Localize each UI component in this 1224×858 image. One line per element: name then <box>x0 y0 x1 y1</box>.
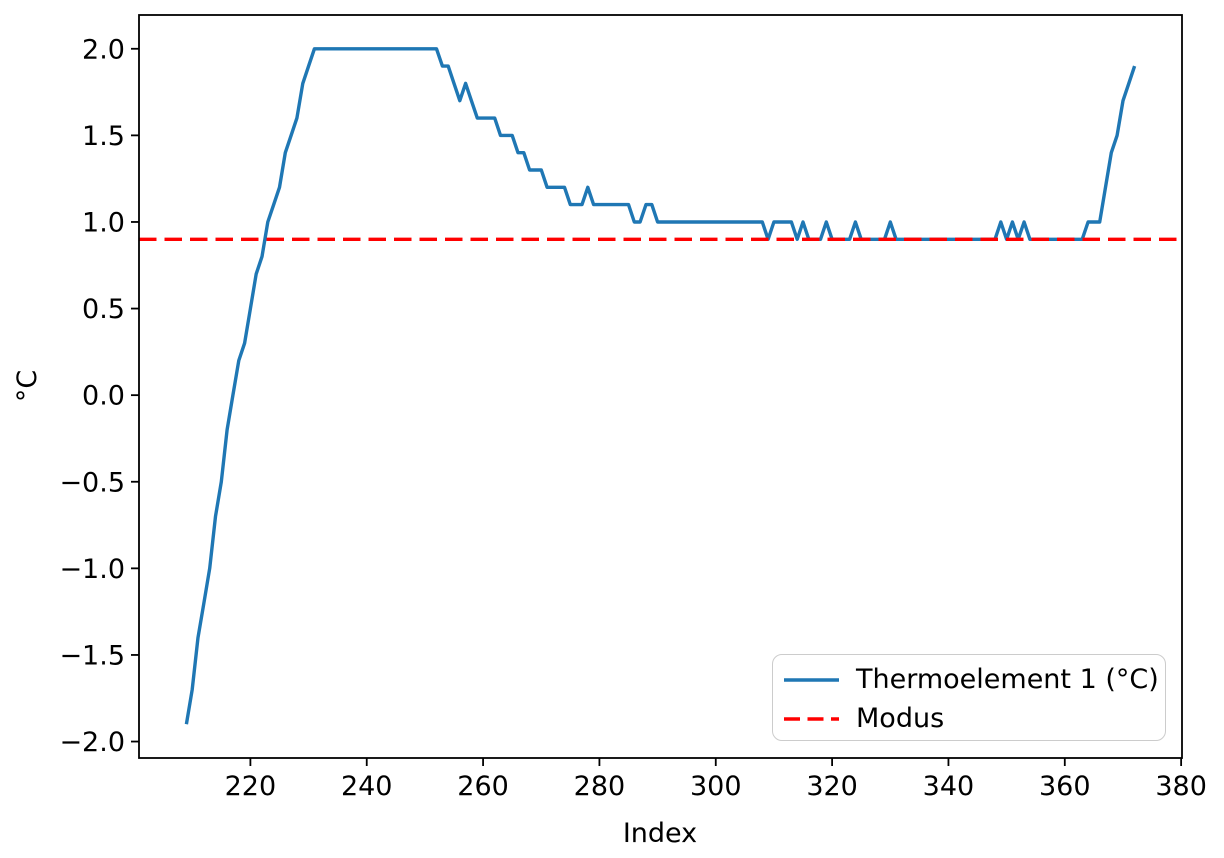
x-tick-label: 260 <box>457 771 509 802</box>
x-tick-label: 320 <box>806 771 858 802</box>
x-tick-label: 360 <box>1039 771 1091 802</box>
y-tick-label: 1.5 <box>82 121 125 152</box>
legend-item-thermoelement: Thermoelement 1 (°C) <box>782 660 1165 699</box>
y-tick-label: −1.5 <box>59 640 125 671</box>
plot-border <box>138 14 1183 759</box>
legend-label: Modus <box>856 703 945 734</box>
x-tick-label: 340 <box>923 771 975 802</box>
dashed-line-sample-icon <box>784 716 839 721</box>
y-axis-ticks: 2.0 1.5 1.0 0.5 0.0 −0.5 −1.0 −1.5 −2.0 <box>59 34 139 758</box>
y-tick-label: −2.0 <box>59 727 125 758</box>
y-tick-label: 0.5 <box>82 294 125 325</box>
y-tick-label: −1.0 <box>59 554 125 585</box>
x-tick-label: 300 <box>690 771 742 802</box>
x-tick-label: 380 <box>1155 771 1207 802</box>
legend: Thermoelement 1 (°C) Modus <box>772 654 1166 741</box>
legend-item-modus: Modus <box>782 699 1165 738</box>
y-tick-label: −0.5 <box>59 467 125 498</box>
solid-line-sample-icon <box>784 677 839 682</box>
x-axis-ticks: 220 240 260 280 300 320 340 360 380 <box>225 758 1207 802</box>
y-axis-label: °C <box>12 370 43 402</box>
y-tick-label: 0.0 <box>82 381 125 412</box>
thermoelement-line <box>184 47 1137 725</box>
legend-label: Thermoelement 1 (°C) <box>856 664 1159 695</box>
y-tick-label: 1.0 <box>82 207 125 238</box>
y-tick-label: 2.0 <box>82 34 125 65</box>
x-axis-label: Index <box>623 818 697 849</box>
x-tick-label: 280 <box>574 771 626 802</box>
x-tick-label: 240 <box>341 771 393 802</box>
x-tick-label: 220 <box>225 771 277 802</box>
